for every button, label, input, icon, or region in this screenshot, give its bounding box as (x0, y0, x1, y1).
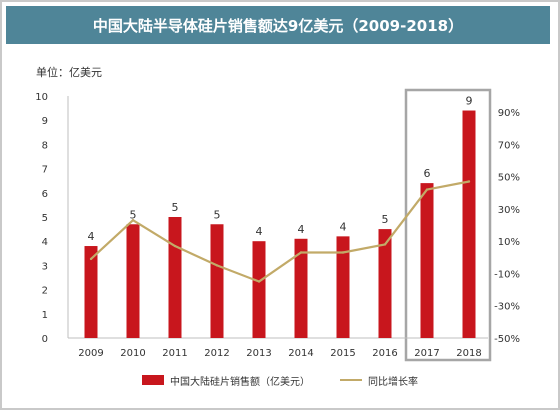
bar (210, 224, 224, 338)
y-left-tick-label: 7 (42, 165, 48, 176)
bar-data-label: 5 (382, 213, 389, 226)
x-tick-label: 2011 (162, 348, 187, 359)
growth-rate-point (383, 243, 387, 246)
growth-rate-point (341, 251, 345, 254)
growth-rate-point (215, 264, 219, 267)
y-left-tick-label: 6 (42, 189, 48, 200)
legend-item-growth: 同比增长率 (340, 373, 418, 388)
bar (378, 229, 392, 338)
y-left-tick-label: 9 (42, 116, 48, 127)
x-tick-label: 2016 (372, 348, 397, 359)
x-tick-label: 2018 (456, 348, 481, 359)
bar-data-label: 5 (172, 201, 179, 214)
bar (126, 224, 140, 338)
highlight-box (404, 88, 492, 362)
legend-swatch-line (340, 379, 362, 381)
x-tick-label: 2014 (288, 348, 313, 359)
y-left-tick-label: 0 (42, 334, 48, 345)
growth-rate-point (467, 180, 471, 183)
chart-title: 中国大陆半导体硅片销售额达9亿美元（2009-2018） (6, 6, 550, 44)
bar (462, 110, 476, 339)
y-left-tick-label: 4 (42, 237, 48, 248)
bar (336, 236, 350, 338)
growth-rate-point (173, 244, 177, 248)
legend-swatch-bar (142, 375, 164, 385)
legend-item-sales: 中国大陆硅片销售额（亿美元） (142, 373, 310, 388)
bar-data-label: 9 (466, 95, 473, 108)
bar (294, 238, 308, 338)
bar-data-label: 4 (88, 230, 95, 243)
x-tick-label: 2017 (414, 348, 439, 359)
legend-label-growth: 同比增长率 (368, 376, 418, 388)
y-left-tick-label: 3 (42, 261, 48, 272)
y-left-tick-label: 1 (42, 310, 48, 321)
y-right-tick-label: 10% (498, 237, 520, 248)
bar-data-label: 4 (298, 223, 305, 236)
bar-data-label: 6 (424, 167, 431, 180)
bar-data-label: 4 (256, 225, 263, 238)
y-right-tick-label: 30% (498, 205, 520, 216)
growth-rate-point (299, 251, 303, 254)
y-left-tick-label: 8 (42, 140, 48, 151)
growth-rate-point (425, 188, 429, 191)
legend: 中国大陆硅片销售额（亿美元） 同比增长率 (0, 368, 560, 392)
bar-data-label: 4 (340, 220, 347, 233)
y-right-tick-label: -50% (494, 334, 520, 345)
x-tick-label: 2015 (330, 348, 355, 359)
x-tick-label: 2009 (78, 348, 103, 359)
bar (168, 217, 182, 338)
x-tick-label: 2012 (204, 348, 229, 359)
y-right-tick-label: 50% (498, 173, 520, 184)
growth-rate-line (90, 180, 470, 283)
bar (252, 241, 266, 338)
legend-label-sales: 中国大陆硅片销售额（亿美元） (170, 376, 310, 388)
unit-label: 单位：亿美元 (36, 66, 102, 79)
y-right-tick-label: -30% (494, 302, 520, 313)
growth-rate-point (89, 257, 93, 261)
growth-rate-point (257, 280, 261, 283)
bar (420, 183, 434, 338)
y-left-tick-label: 10 (35, 92, 48, 103)
growth-rate-point (131, 219, 135, 222)
y-right-tick-label: 90% (498, 108, 520, 119)
y-right-tick-label: -10% (494, 269, 520, 280)
x-tick-label: 2010 (120, 348, 145, 359)
y-left-tick-label: 5 (42, 213, 48, 224)
bar-data-label: 5 (214, 208, 221, 221)
bar (84, 246, 98, 338)
bar-data-label: 5 (130, 208, 137, 221)
y-right-tick-label: 70% (498, 140, 520, 151)
x-tick-label: 2013 (246, 348, 271, 359)
y-left-tick-label: 2 (42, 286, 48, 297)
